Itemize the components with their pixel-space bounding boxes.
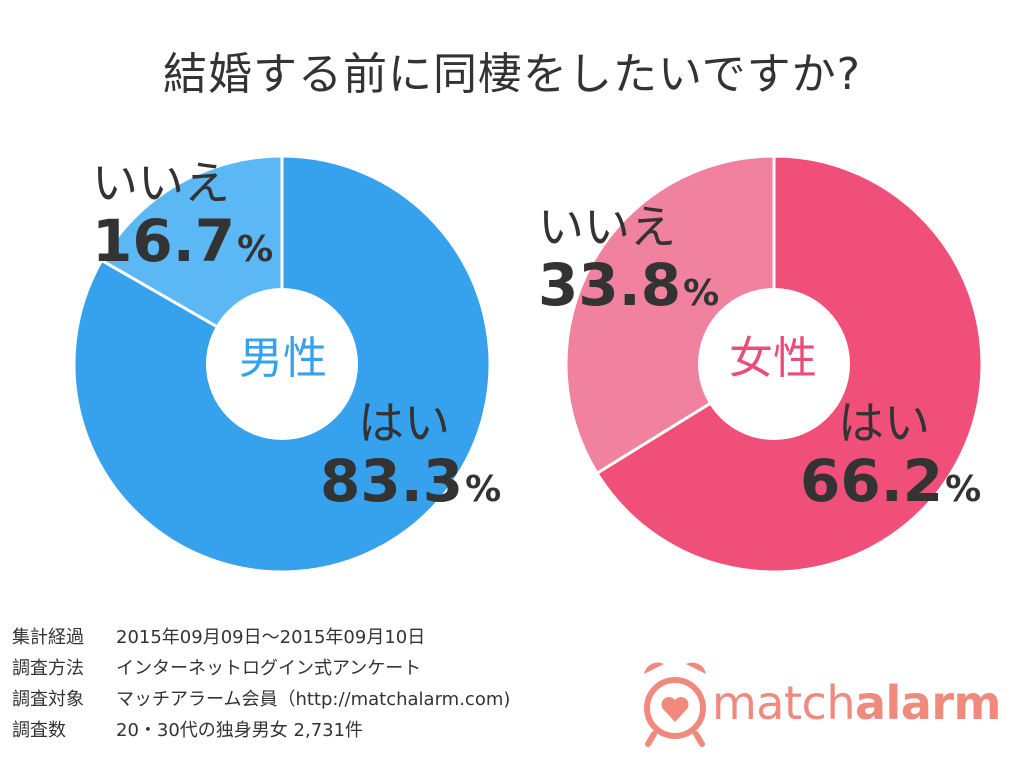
survey-value: インターネットログイン式アンケート	[116, 658, 422, 679]
donut-hole	[206, 288, 358, 440]
center-label-male-text: 男性	[239, 333, 327, 384]
slice-label-male-yes: はい 83.3%	[320, 400, 501, 510]
slice-name-male-yes: はい	[358, 396, 450, 450]
survey-key: 調査数	[12, 720, 66, 741]
alarm-clock-heart-icon	[644, 662, 706, 747]
value-text: 66.2	[800, 447, 944, 515]
slice-name-female-yes: はい	[838, 396, 930, 450]
unit-text: %	[945, 469, 982, 510]
logo-part-alarm: alarm	[854, 676, 1001, 730]
survey-row: 調査対象 マッチアラーム会員（http://matchalarm.com)	[12, 684, 510, 715]
slice-label-female-yes: はい 66.2%	[800, 400, 981, 510]
slice-label-female-no: いいえ 33.8%	[538, 204, 719, 314]
unit-text: %	[683, 273, 720, 314]
pie-female	[564, 154, 984, 574]
slice-label-male-no: いいえ 16.7%	[92, 160, 273, 270]
survey-value: 20・30代の独身男女 2,731件	[116, 720, 364, 741]
chart-title: 結婚する前に同棲をしたいですか?	[162, 49, 862, 100]
slice-value-female-no: 33.8%	[538, 256, 719, 314]
slice-name-female-no: いいえ	[538, 200, 676, 254]
center-label-female-text: 女性	[729, 333, 817, 384]
unit-text: %	[465, 469, 502, 510]
survey-row: 集計経過 2015年09月09日～2015年09月10日	[12, 622, 510, 653]
survey-key: 調査対象	[12, 689, 84, 710]
survey-key: 調査方法	[12, 658, 84, 679]
survey-row: 調査方法 インターネットログイン式アンケート	[12, 653, 510, 684]
pie-slice-yes	[72, 154, 492, 574]
donut-hole	[698, 288, 850, 440]
value-text: 83.3	[320, 447, 464, 515]
survey-value: 2015年09月09日～2015年09月10日	[116, 627, 426, 648]
value-text: 33.8	[538, 251, 682, 319]
center-label-female: 女性	[688, 322, 858, 386]
center-label-male: 男性	[198, 322, 368, 386]
slice-name-male-no: いいえ	[92, 156, 230, 210]
logo-part-match: match	[712, 676, 855, 730]
slice-value-male-yes: 83.3%	[320, 452, 501, 510]
pie-male	[72, 154, 492, 574]
slice-value-male-no: 16.7%	[92, 212, 273, 270]
survey-info: 集計経過 2015年09月09日～2015年09月10日 調査方法 インターネットロ…	[12, 622, 510, 746]
survey-value: マッチアラーム会員（http://matchalarm.com)	[116, 689, 511, 710]
value-text: 16.7	[92, 207, 236, 275]
slice-value-female-yes: 66.2%	[800, 452, 981, 510]
unit-text: %	[237, 229, 274, 270]
brand-logo: matchalarm	[712, 676, 1001, 730]
survey-key: 集計経過	[12, 627, 84, 648]
survey-row: 調査数 20・30代の独身男女 2,731件	[12, 715, 510, 746]
